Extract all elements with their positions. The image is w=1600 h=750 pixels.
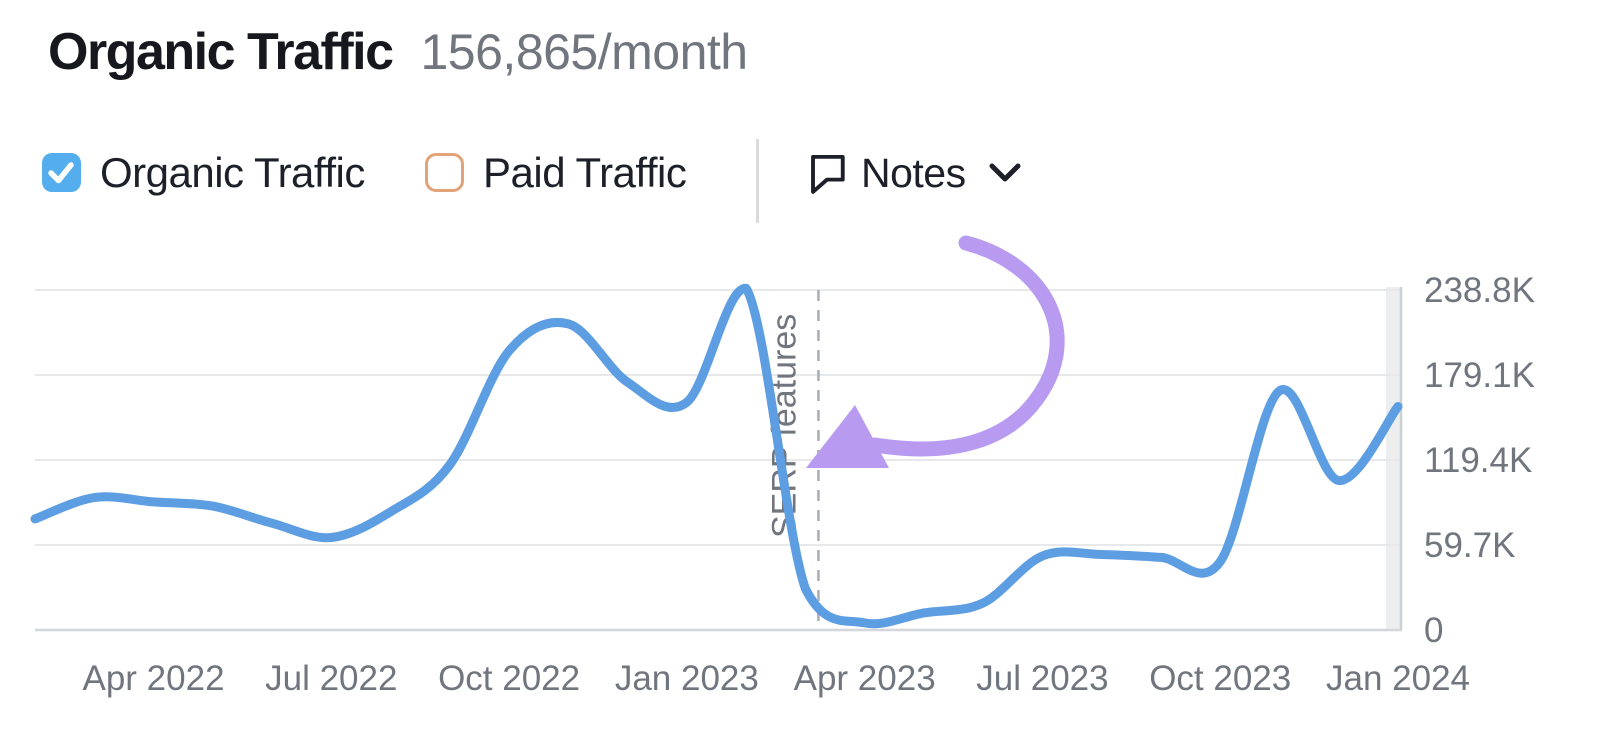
divider [756,139,759,223]
chart-controls: Organic Traffic Paid Traffic Notes [0,139,1600,223]
paid-traffic-checkbox[interactable] [425,153,464,192]
checkmark-icon [48,162,74,184]
paid-traffic-label: Paid Traffic [483,149,687,196]
annotation-arrow-head [806,405,889,468]
notes-dropdown[interactable]: Notes [806,149,1022,197]
organic-traffic-label: Organic Traffic [100,149,365,196]
annotation-arrow-shaft [867,235,1065,457]
y-tick-label: 119.4K [1424,441,1532,480]
paid-traffic-toggle[interactable]: Paid Traffic [425,149,687,196]
x-tick-label: Jan 2023 [615,659,759,698]
notes-label: Notes [861,149,966,196]
page-title: Organic Traffic [48,23,394,81]
x-tick-label: Jul 2022 [265,659,397,698]
organic-traffic-checkbox[interactable] [42,153,81,192]
current-period-band [1386,287,1401,630]
note-bubble-icon [811,154,845,194]
header: Organic Traffic 156,865/month [48,26,748,78]
chevron-down-icon [988,162,1022,184]
organic-traffic-toggle[interactable]: Organic Traffic [42,149,365,196]
y-tick-label: 179.1K [1424,356,1535,395]
organic-traffic-line [30,283,1403,629]
x-tick-label: Oct 2022 [438,659,580,698]
x-tick-label: Apr 2023 [794,659,936,698]
x-tick-label: Jul 2023 [976,659,1108,698]
x-tick-label: Apr 2022 [82,659,224,698]
y-tick-label: 0 [1424,611,1443,650]
x-tick-label: Oct 2023 [1149,659,1291,698]
traffic-per-month-value: 156,865/month [420,24,749,80]
y-tick-label: 59.7K [1424,526,1515,565]
x-tick-label: Jan 2024 [1326,659,1470,698]
y-tick-label: 238.8K [1424,271,1535,310]
